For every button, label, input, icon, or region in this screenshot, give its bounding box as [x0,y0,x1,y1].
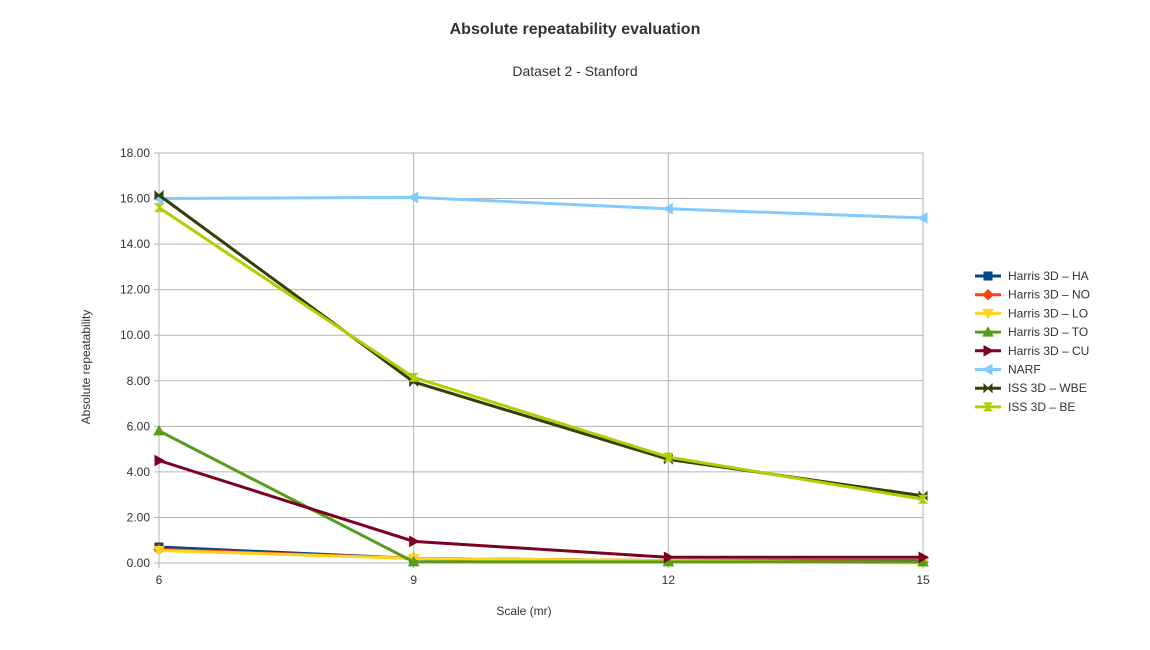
legend-label: ISS 3D – BE [1008,400,1075,414]
y-tick-label: 18.00 [120,146,150,160]
y-tick-label: 10.00 [120,328,150,342]
legend-marker [983,344,995,357]
legend-item: Harris 3D – CU [975,344,1089,358]
data-point [153,545,165,557]
data-point [154,189,164,201]
data-point [409,535,420,548]
x-tick-label: 15 [916,573,930,587]
legend-marker [983,271,993,281]
x-axis-label: Scale (mr) [496,604,551,618]
series-5 [152,191,928,224]
data-point [154,454,166,467]
series-line [158,193,924,498]
legend-label: Harris 3D – TO [1008,325,1088,339]
data-point [918,551,930,564]
legend-item: Harris 3D – LO [975,306,1088,320]
legend-marker [982,308,994,320]
legend-label: NARF [1008,363,1041,377]
y-tick-label: 2.00 [127,510,151,524]
data-point [663,452,674,462]
legend-item: Harris 3D – TO [975,325,1088,339]
data-point [153,424,165,436]
x-tick-label: 9 [410,573,417,587]
legend-label: ISS 3D – WBE [1008,381,1087,395]
y-tick-label: 16.00 [120,192,150,206]
x-tick-labels: 6 9 12 15 [156,573,930,587]
legend-item: NARF [975,363,1041,377]
data-point [917,494,929,504]
legend: Harris 3D – HA Harris 3D – NO Harris 3D – … [975,269,1090,414]
series-4 [154,454,930,564]
y-tick-label: 12.00 [120,283,150,297]
y-tick-labels: 0.00 2.00 4.00 6.00 8.00 10.00 12.00 14.00 16.00… [120,146,150,570]
chart-subtitle: Dataset 2 - Stanford [512,63,638,79]
data-point [662,202,673,215]
y-tick-label: 6.00 [127,419,151,433]
data-point [407,191,419,204]
legend-item: ISS 3D – BE [975,400,1075,414]
data-point [663,551,675,564]
series-line [158,429,923,564]
legend-label: Harris 3D – CU [1008,344,1089,358]
legend-label: Harris 3D – HA [1008,269,1089,283]
y-tick-label: 4.00 [127,465,151,479]
series-line [158,195,924,220]
series-line [158,459,923,559]
legend-item: Harris 3D – NO [975,288,1090,302]
legend-marker [982,288,994,301]
data-point [916,212,928,224]
series-6 [154,189,928,502]
series-layer [152,189,930,570]
legend-marker [982,326,994,337]
data-point [408,372,419,382]
chart-title: Absolute repeatability evaluation [449,21,701,38]
legend-marker [981,363,993,376]
legend-marker [983,382,993,394]
x-tick-label: 12 [662,573,676,587]
legend-marker [982,402,994,412]
y-axis-label: Absolute repeatability [79,310,93,425]
y-tick-label: 0.00 [127,556,151,570]
legend-label: Harris 3D – LO [1008,306,1088,320]
y-tick-label: 8.00 [127,374,151,388]
series-3 [153,424,929,567]
series-7 [153,203,929,504]
y-tick-label: 14.00 [120,237,150,251]
data-point [407,555,420,567]
legend-item: Harris 3D – HA [975,269,1089,283]
legend-label: Harris 3D – NO [1008,288,1090,302]
legend-item: ISS 3D – WBE [975,381,1087,395]
x-tick-label: 6 [156,573,163,587]
series-line [158,206,924,501]
data-point [153,203,165,213]
